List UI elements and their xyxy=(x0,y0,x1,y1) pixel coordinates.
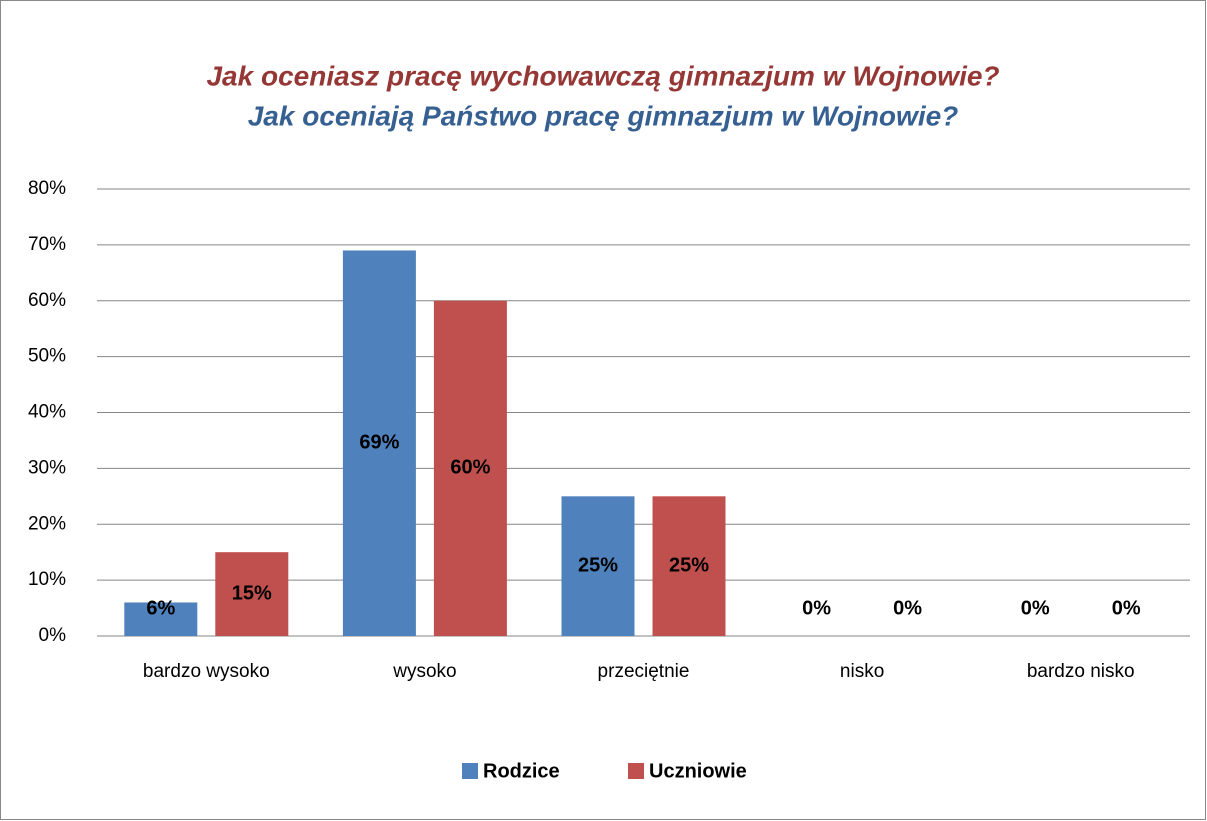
y-tick-label: 30% xyxy=(28,457,66,478)
value-label: 69% xyxy=(359,432,399,454)
bar xyxy=(124,602,198,636)
value-label: 6% xyxy=(146,597,175,619)
legend-swatch xyxy=(628,763,644,779)
value-label: 0% xyxy=(802,597,831,619)
x-tick-label: bardzo nisko xyxy=(1027,661,1135,682)
value-label: 15% xyxy=(232,582,272,604)
y-tick-label: 60% xyxy=(28,290,66,311)
y-tick-label: 80% xyxy=(28,178,66,199)
value-label: 0% xyxy=(1112,597,1141,619)
value-label: 25% xyxy=(578,554,618,576)
bar xyxy=(342,250,416,636)
chart-subtitle: Jak oceniają Państwo pracę gimnazjum w W… xyxy=(248,100,959,131)
bar xyxy=(561,496,635,636)
value-label: 0% xyxy=(1021,597,1050,619)
value-label: 0% xyxy=(893,597,922,619)
chart-title: Jak oceniasz pracę wychowawczą gimnazjum… xyxy=(206,60,999,91)
y-tick-label: 0% xyxy=(39,625,67,646)
value-label: 25% xyxy=(669,554,709,576)
legend-label: Uczniowie xyxy=(649,760,747,782)
legend-label: Rodzice xyxy=(483,760,560,782)
y-tick-label: 70% xyxy=(28,234,66,255)
legend-swatch xyxy=(462,763,478,779)
y-tick-label: 40% xyxy=(28,402,66,423)
y-tick-label: 50% xyxy=(28,346,66,367)
x-tick-label: przeciętnie xyxy=(598,661,690,682)
y-tick-label: 20% xyxy=(28,513,66,534)
x-tick-label: nisko xyxy=(840,661,884,682)
x-tick-label: bardzo wysoko xyxy=(143,661,270,682)
bar xyxy=(215,552,289,636)
bar xyxy=(652,496,726,636)
y-tick-label: 10% xyxy=(28,569,66,590)
x-tick-label: wysoko xyxy=(392,661,456,682)
bar xyxy=(433,300,507,636)
value-label: 60% xyxy=(450,457,490,479)
